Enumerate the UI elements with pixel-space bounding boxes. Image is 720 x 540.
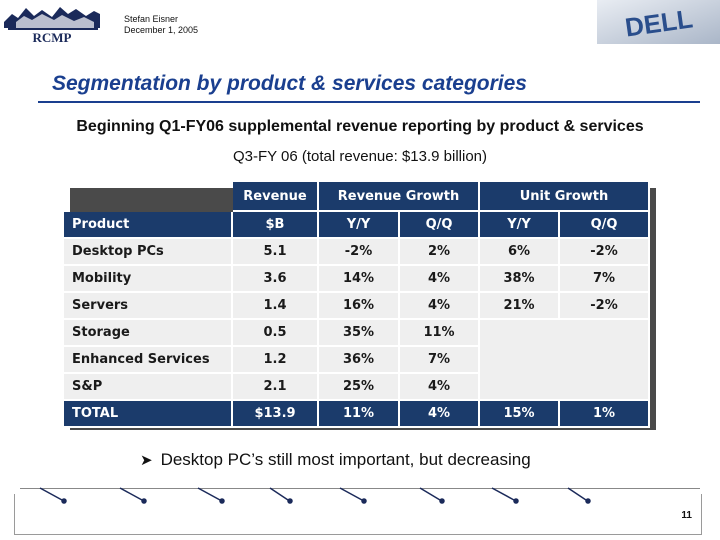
cell-revenue-qq: 4% [400,266,480,293]
table-row: Desktop PCs 5.1 -2% 2% 6% -2% [64,239,650,266]
bullet-point: ➤ Desktop PC’s still most important, but … [140,450,531,470]
cell-unit-yy: 21% [480,293,560,320]
row-product: Storage [64,320,233,347]
author-block: Stefan Eisner December 1, 2005 [124,14,198,36]
segmentation-table: Revenue Revenue Growth Unit Growth Produ… [64,182,650,428]
segmentation-table-frame: Revenue Revenue Growth Unit Growth Produ… [64,182,650,428]
unit-growth-empty-block [480,320,650,401]
slide-title: Segmentation by product & services categ… [52,72,527,95]
total-revenue: $13.9 [233,401,319,428]
column-header-unit-yy: Y/Y [480,212,560,239]
footer-frame [14,494,702,535]
cell-unit-qq: -2% [560,239,650,266]
cell-revenue-yy: 14% [319,266,400,293]
cell-revenue-yy: 16% [319,293,400,320]
cell-revenue-qq: 11% [400,320,480,347]
table-row: Storage 0.5 35% 11% [64,320,650,401]
row-product: Desktop PCs [64,239,233,266]
presentation-date: December 1, 2005 [124,25,199,35]
arrow-bullet-icon: ➤ [140,452,153,469]
cell-revenue: 2.1 [233,374,319,401]
group-header-revenue: Revenue [233,182,319,212]
table-row: Enhanced Services 1.2 36% 7% [64,347,650,374]
cell-unit-yy: 6% [480,239,560,266]
row-product: Servers [64,293,233,320]
cell-revenue-yy: -2% [319,239,400,266]
cell-revenue: 1.4 [233,293,319,320]
group-header-revenue-growth: Revenue Growth [319,182,480,212]
cell-unit-yy: 38% [480,266,560,293]
cell-revenue-yy: 35% [319,320,400,347]
total-row: TOTAL $13.9 11% 4% 15% 1% [64,401,650,428]
row-product: Enhanced Services [64,347,233,374]
total-unit-qq: 1% [560,401,650,428]
group-header-blank [64,182,233,212]
bullet-text: Desktop PC’s still most important, but d… [160,450,531,469]
column-header-product: Product [64,212,233,239]
cell-revenue-qq: 4% [400,374,480,401]
group-header-row: Revenue Revenue Growth Unit Growth [64,182,650,212]
column-header-revenue-yy: Y/Y [319,212,400,239]
group-header-unit-growth: Unit Growth [480,182,650,212]
total-label: TOTAL [64,401,233,428]
total-unit-yy: 15% [480,401,560,428]
page-number: 11 [681,510,692,521]
column-header-revenue-qq: Q/Q [400,212,480,239]
total-revenue-qq: 4% [400,401,480,428]
row-product: Mobility [64,266,233,293]
table-row: Servers 1.4 16% 4% 21% -2% [64,293,650,320]
author-name: Stefan Eisner [124,14,179,24]
column-header-unit-qq: Q/Q [560,212,650,239]
cell-revenue: 0.5 [233,320,319,347]
cell-revenue: 3.6 [233,266,319,293]
cell-revenue-qq: 4% [400,293,480,320]
footer-divider [20,488,700,489]
total-revenue-yy: 11% [319,401,400,428]
cell-revenue: 1.2 [233,347,319,374]
table-row: Mobility 3.6 14% 4% 38% 7% [64,266,650,293]
column-header-revenue-b: $B [233,212,319,239]
cell-revenue: 5.1 [233,239,319,266]
rcmp-logo-text: RCMP [33,30,72,44]
slide-subtitle: Beginning Q1-FY06 supplemental revenue r… [76,118,644,135]
footer-decoration [39,487,591,504]
revenue-summary: Q3-FY 06 (total revenue: $13.9 billion) [232,148,488,165]
cell-revenue-qq: 7% [400,347,480,374]
table-row: S&P 2.1 25% 4% [64,374,650,401]
cell-revenue-yy: 36% [319,347,400,374]
row-product: S&P [64,374,233,401]
column-header-row: Product $B Y/Y Q/Q Y/Y Q/Q [64,212,650,239]
cell-revenue-yy: 25% [319,374,400,401]
rcmp-logo: RCMP [2,2,102,45]
title-underline [38,101,700,103]
dell-logo: DELL [597,0,720,44]
cell-unit-qq: -2% [560,293,650,320]
cell-revenue-qq: 2% [400,239,480,266]
cell-unit-qq: 7% [560,266,650,293]
